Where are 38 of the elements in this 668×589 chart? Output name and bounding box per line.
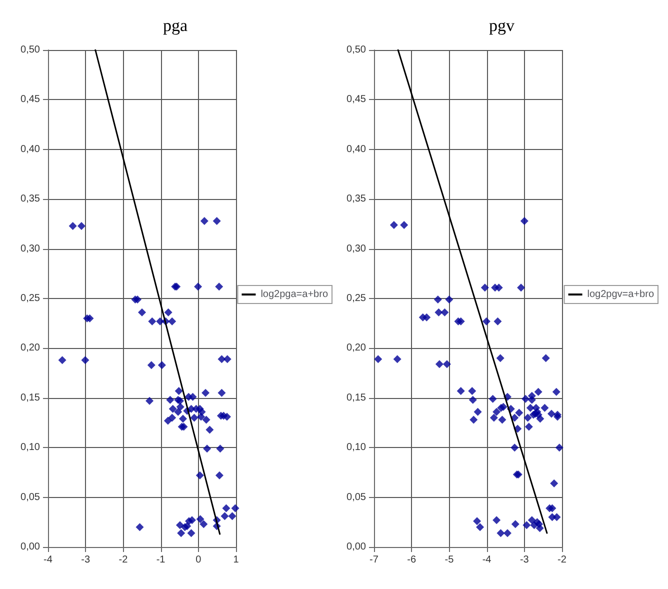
x-tick-label: 1 [233,554,240,566]
y-tick-label: 0,40 [346,144,366,155]
y-tick-label: 0,45 [20,94,40,106]
chart-title: pga [163,16,188,35]
x-tick-label: -2 [558,554,567,566]
y-tick-label: 0,30 [20,243,40,254]
y-tick-label: 0,35 [20,194,40,205]
y-tick-label: 0,05 [20,492,40,503]
y-tick-label: 0,35 [346,194,366,205]
x-tick-label: -1 [156,554,166,566]
y-tick-label: 0,40 [20,144,40,155]
y-tick-label: 0,05 [346,492,366,503]
y-tick-label: 0,50 [20,44,40,56]
y-tick-label: 0,20 [20,342,40,354]
y-tick-label: 0,25 [20,293,40,304]
x-tick-label: -5 [444,554,454,566]
x-tick-label: -4 [482,554,492,566]
chart-title: pgv [489,16,515,35]
y-tick-label: 0,00 [346,542,366,552]
y-tick-label: 0,25 [346,293,366,304]
x-tick-label: -7 [370,554,379,566]
y-tick-label: 0,45 [346,94,366,106]
legend-label: log2pga=a+bro [260,289,328,300]
x-tick-label: -3 [81,554,90,566]
x-tick-label: -4 [44,554,53,566]
y-tick-label: 0,00 [20,542,40,552]
x-tick-label: -6 [407,554,416,566]
y-tick-label: 0,30 [346,243,366,254]
x-tick-label: -2 [118,554,128,566]
x-tick-label: 0 [196,554,202,566]
y-tick-label: 0,20 [346,342,366,354]
y-tick-label: 0,15 [20,392,40,404]
x-tick-label: -3 [520,554,530,566]
y-tick-label: 0,50 [346,44,366,56]
y-tick-label: 0,10 [346,442,366,454]
y-tick-label: 0,10 [20,442,40,454]
y-tick-label: 0,15 [346,392,366,404]
legend-label: log2pgv=a+bro [587,289,654,300]
